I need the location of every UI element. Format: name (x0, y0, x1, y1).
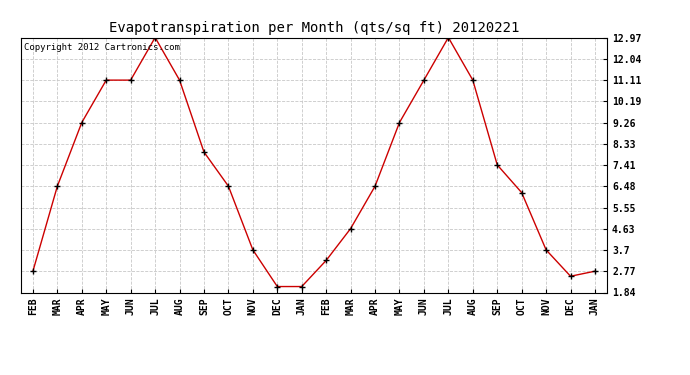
Title: Evapotranspiration per Month (qts/sq ft) 20120221: Evapotranspiration per Month (qts/sq ft)… (109, 21, 519, 35)
Text: Copyright 2012 Cartronics.com: Copyright 2012 Cartronics.com (23, 43, 179, 52)
